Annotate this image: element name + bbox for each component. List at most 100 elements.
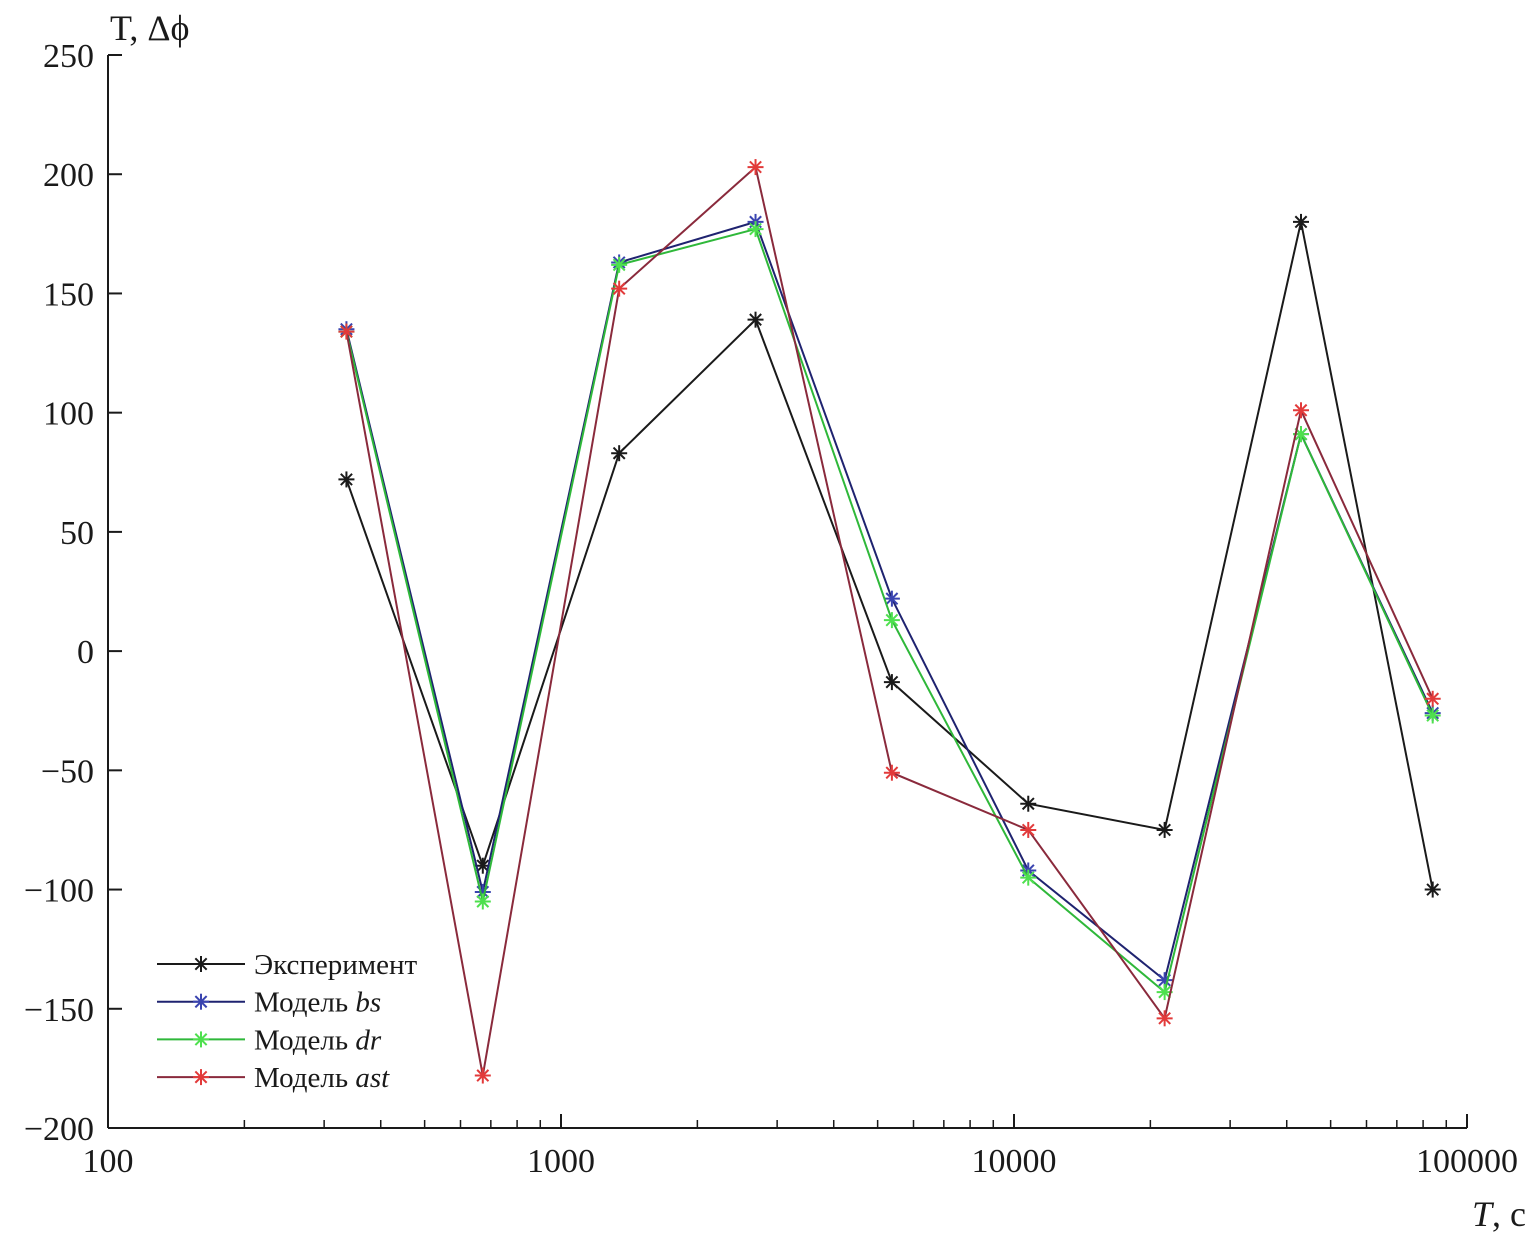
data-point	[883, 590, 900, 607]
data-point	[611, 256, 628, 273]
marker-stroke	[749, 222, 762, 236]
marker-stroke	[1426, 692, 1440, 706]
marker-stroke	[194, 1033, 208, 1046]
legend-label-text: Модель	[254, 1062, 355, 1094]
y-axis-label: T, Δϕ	[110, 8, 189, 48]
legend-label: Эксперимент	[254, 949, 418, 981]
data-point	[747, 159, 764, 176]
marker-stroke	[1021, 871, 1035, 884]
legend-marker	[193, 993, 209, 1010]
legend-item: Модель bs	[157, 987, 381, 1019]
data-point	[474, 893, 491, 910]
data-point	[747, 311, 764, 328]
x-axis-label-italic: T	[1472, 1194, 1495, 1234]
data-point	[1292, 402, 1309, 419]
marker-stroke	[476, 1069, 490, 1082]
marker-stroke	[1021, 823, 1035, 837]
marker-stroke	[1021, 797, 1035, 811]
legend-label-text: Модель	[254, 987, 355, 1019]
marker-stroke	[612, 446, 626, 460]
y-tick-label: 250	[43, 38, 94, 75]
data-point	[1292, 213, 1309, 230]
marker-stroke	[194, 957, 208, 971]
marker-stroke	[749, 313, 762, 327]
series-1	[338, 213, 1441, 989]
series-0	[338, 213, 1441, 898]
data-point	[1156, 821, 1173, 838]
y-tick-label: 200	[43, 157, 94, 194]
legend-label-text: Эксперимент	[254, 949, 418, 981]
data-point	[883, 612, 900, 629]
legend-marker	[193, 956, 209, 972]
legend-label: Модель dr	[254, 1024, 382, 1056]
data-point	[747, 221, 764, 238]
marker-stroke	[1426, 883, 1440, 896]
data-point	[338, 471, 355, 488]
data-point	[611, 445, 628, 462]
marker-stroke	[476, 895, 490, 908]
data-point	[611, 280, 628, 297]
y-tick-label: −150	[24, 992, 94, 1029]
y-tick-label: −200	[24, 1111, 94, 1148]
legend-marker	[193, 1069, 209, 1086]
series-line	[345, 227, 1434, 994]
legend-item: Эксперимент	[157, 949, 418, 981]
marker-stroke	[194, 995, 208, 1009]
marker-stroke	[1426, 709, 1440, 722]
legend-label: Модель ast	[254, 1062, 390, 1094]
marker-stroke	[1158, 985, 1171, 999]
legend-label-italic: ast	[355, 1062, 390, 1094]
data-point	[338, 323, 355, 340]
series-group	[338, 159, 1441, 1084]
data-point	[1156, 1010, 1173, 1027]
x-tick-label: 1000	[527, 1143, 595, 1180]
marker-stroke	[1294, 215, 1308, 229]
marker-stroke	[612, 282, 626, 296]
x-tick-label: 100000	[1416, 1143, 1518, 1180]
data-point	[1424, 881, 1441, 898]
data-point	[1424, 707, 1441, 724]
y-tick-label: −100	[24, 873, 94, 910]
marker-stroke	[1294, 403, 1308, 417]
data-point	[1156, 984, 1173, 1001]
y-tick-label: 100	[43, 396, 94, 433]
data-point	[1020, 795, 1037, 812]
data-point	[1020, 869, 1037, 886]
marker-stroke	[612, 258, 626, 272]
data-point	[1020, 821, 1037, 838]
series-3	[338, 159, 1441, 1084]
data-point	[883, 674, 900, 691]
legend-label-italic: bs	[355, 987, 381, 1019]
legend-label-text: Модель	[254, 1024, 355, 1056]
marker-stroke	[340, 325, 353, 338]
legend-item: Модель dr	[157, 1024, 382, 1056]
marker-stroke	[340, 473, 353, 486]
x-axis-label-unit: , с	[1492, 1194, 1526, 1234]
x-tick-label: 10000	[972, 1143, 1057, 1180]
legend-label-italic: dr	[355, 1024, 382, 1056]
y-tick-label: −50	[41, 753, 94, 790]
y-tick-label: 50	[60, 515, 94, 552]
legend-item: Модель ast	[157, 1062, 390, 1094]
x-axis-label: T, с	[1472, 1194, 1526, 1234]
y-tick-label: 0	[77, 634, 94, 671]
marker-stroke	[1294, 427, 1308, 441]
data-point	[883, 764, 900, 781]
marker-stroke	[885, 675, 899, 689]
marker-stroke	[1158, 1011, 1171, 1025]
marker-stroke	[885, 766, 899, 780]
data-point	[1424, 690, 1441, 707]
marker-stroke	[885, 592, 899, 606]
marker-stroke	[194, 1070, 208, 1084]
marker-stroke	[1158, 823, 1171, 837]
marker-stroke	[749, 160, 762, 174]
x-tick-label: 100	[83, 1143, 134, 1180]
legend-marker	[193, 1031, 209, 1048]
y-tick-label: 150	[43, 276, 94, 313]
data-point	[474, 1067, 491, 1084]
marker-stroke	[476, 859, 490, 873]
legend-label: Модель bs	[254, 987, 381, 1019]
